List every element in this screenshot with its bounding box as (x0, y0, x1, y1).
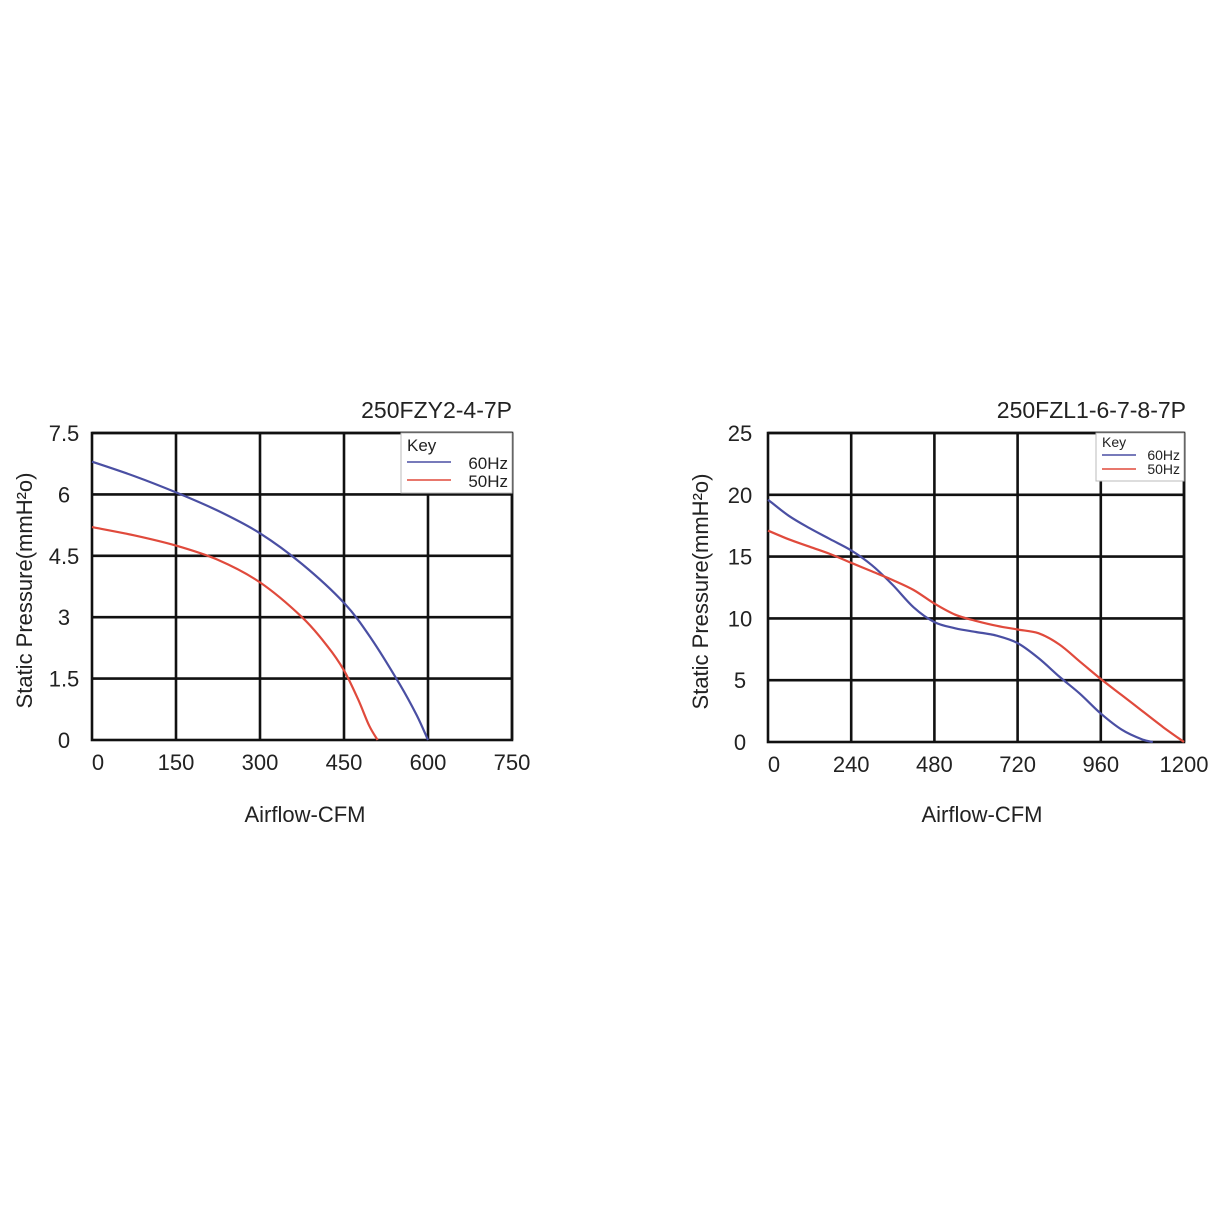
legend-label: 50Hz (468, 472, 508, 491)
x-tick-label: 750 (494, 750, 531, 775)
x-tick-label: 0 (92, 750, 104, 775)
series-line-60hz (91, 460, 429, 741)
plot-frame (90, 431, 514, 742)
series-line-50hz (767, 529, 1185, 743)
y-tick-label: 0 (58, 728, 70, 753)
series-line-50hz (91, 526, 379, 741)
plot-frame (766, 431, 1186, 744)
x-tick-label: 600 (410, 750, 447, 775)
y-axis-label: Static Pressure(mmH²o) (12, 473, 37, 709)
y-tick-label: 25 (728, 421, 752, 446)
y-axis-label: Static Pressure(mmH²o) (688, 474, 713, 710)
x-tick-label: 1200 (1160, 752, 1209, 777)
x-tick-label: 480 (916, 752, 953, 777)
y-tick-label: 5 (734, 668, 746, 693)
x-tick-label: 300 (242, 750, 279, 775)
y-tick-label: 15 (728, 545, 752, 570)
legend-label: 50Hz (1147, 461, 1180, 477)
y-tick-label: 7.5 (49, 421, 80, 446)
legend-label: 60Hz (468, 454, 508, 473)
x-axis-label: Airflow-CFM (922, 802, 1043, 827)
y-tick-label: 1.5 (49, 667, 80, 692)
legend-title: Key (1102, 434, 1126, 450)
chart-title: 250FZY2-4-7P (361, 397, 512, 423)
x-tick-label: 450 (326, 750, 363, 775)
y-tick-label: 0 (734, 730, 746, 755)
legend-title: Key (407, 436, 437, 455)
x-tick-label: 960 (1082, 752, 1119, 777)
y-tick-label: 4.5 (49, 544, 80, 569)
legend-box (400, 432, 513, 494)
y-tick-label: 10 (728, 606, 752, 631)
legend-box (1095, 432, 1185, 482)
x-tick-label: 0 (768, 752, 780, 777)
x-tick-label: 150 (158, 750, 195, 775)
y-tick-label: 6 (58, 482, 70, 507)
x-tick-label: 240 (833, 752, 870, 777)
legend-label: 60Hz (1147, 447, 1180, 463)
y-tick-label: 3 (58, 605, 70, 630)
x-axis-label: Airflow-CFM (245, 802, 366, 827)
x-tick-label: 720 (999, 752, 1036, 777)
series-line-60hz (767, 498, 1154, 744)
chart-title: 250FZL1-6-7-8-7P (997, 397, 1186, 423)
y-tick-label: 20 (728, 483, 752, 508)
